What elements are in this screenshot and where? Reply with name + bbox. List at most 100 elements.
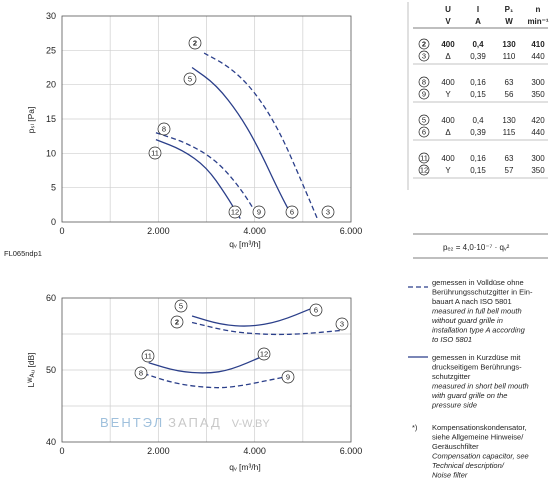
svg-text:130: 130: [502, 40, 516, 49]
legend-solid-text: schutzgitter: [432, 372, 471, 381]
y-tick-label: 10: [46, 148, 56, 158]
x-tick-label: 4.000: [243, 446, 266, 456]
table-row: 9 Y 0,15 56 350: [418, 88, 545, 100]
legend-note-text-en: Technical description/: [432, 461, 505, 470]
series-line-8-9: [143, 372, 284, 389]
x-tick-label: 4.000: [243, 226, 266, 236]
svg-text:12: 12: [260, 350, 268, 359]
table-unit: W: [505, 17, 513, 26]
y-tick-label: 20: [46, 80, 56, 90]
series-line-2: [203, 52, 318, 219]
y-tick-label: 5: [51, 183, 56, 193]
noise-chart-frame: [61, 297, 352, 443]
curve-marker-12: 12: [257, 347, 271, 361]
curve-marker-6: 6: [285, 205, 299, 219]
legend-dashed-text-en: without guard grille in: [432, 316, 503, 325]
x-tick-label: 6.000: [340, 446, 363, 456]
svg-text:400: 400: [441, 116, 455, 125]
legend-dashed-text-en: installation type A according: [432, 326, 526, 335]
watermark-part1: ВЕНТЭЛ: [100, 415, 164, 430]
svg-text:350: 350: [531, 90, 545, 99]
x-tick-label: 0: [59, 226, 64, 236]
x-tick-label: 0: [59, 446, 64, 456]
table-row: 6 Δ 0,39 115 440: [418, 126, 545, 138]
series-line-5: [191, 66, 294, 219]
svg-text:9: 9: [286, 373, 290, 382]
curve-marker-11: 11: [141, 349, 155, 363]
svg-text:410: 410: [531, 40, 545, 49]
formula-box: pₑ₂ = 4,0·10⁻⁷ · qᵥ²: [413, 233, 548, 259]
formula-text: pₑ₂ = 4,0·10⁻⁷ · qᵥ²: [443, 243, 510, 252]
svg-text:115: 115: [503, 128, 516, 137]
svg-text:12: 12: [420, 166, 428, 175]
svg-text:63: 63: [505, 154, 514, 163]
svg-text:3: 3: [326, 208, 330, 217]
table-row: 5 400 0,4 130 420: [418, 114, 545, 126]
curve-marker-2: 2: [188, 36, 202, 50]
svg-text:420: 420: [531, 116, 545, 125]
svg-text:6: 6: [314, 306, 318, 315]
table-row: 3 Δ 0,39 110 440: [418, 50, 545, 62]
curve-marker-5: 5: [174, 299, 188, 313]
noise-x-label: qᵥ [m³/h]: [229, 462, 261, 472]
svg-text:440: 440: [531, 52, 545, 61]
svg-text:8: 8: [422, 78, 426, 87]
table-header: U: [445, 5, 451, 14]
table-header: I: [477, 5, 479, 14]
svg-text:2: 2: [422, 40, 426, 49]
svg-text:5: 5: [422, 116, 426, 125]
svg-text:11: 11: [151, 149, 159, 158]
pressure-x-label: qᵥ [m³/h]: [229, 239, 261, 249]
x-tick-label: 6.000: [340, 226, 363, 236]
svg-text:440: 440: [531, 128, 545, 137]
svg-text:12: 12: [231, 208, 239, 217]
svg-text:110: 110: [503, 52, 516, 61]
curve-marker-9: 9: [281, 370, 295, 384]
series-line-11-12: [148, 355, 265, 374]
legend-note-mark: *): [412, 423, 418, 432]
watermark-part2: ЗАПАД: [168, 415, 222, 430]
curve-marker-12: 12: [228, 205, 242, 219]
curve-marker-11: 11: [148, 146, 162, 160]
y-tick-label: 0: [51, 217, 56, 227]
svg-text:Y: Y: [445, 166, 451, 175]
curve-marker-8: 8: [157, 122, 171, 136]
legend-note-text: Kompensationskondensator,: [432, 423, 527, 432]
svg-text:300: 300: [531, 154, 545, 163]
curve-marker-5: 5: [183, 72, 197, 86]
curve-marker-2: 2: [170, 315, 184, 329]
svg-text:6: 6: [422, 128, 426, 137]
svg-text:9: 9: [422, 90, 426, 99]
svg-text:0,39: 0,39: [470, 128, 486, 137]
svg-text:0,16: 0,16: [470, 78, 486, 87]
legend-solid-text-en: with guard grille on the: [432, 391, 507, 400]
svg-text:Δ: Δ: [445, 52, 451, 61]
curve-marker-8: 8: [134, 366, 148, 380]
legend: *) gemessen in Volldüse ohneBerührungssc…: [408, 278, 533, 480]
watermark-part3: V-W.BY: [232, 418, 271, 430]
svg-text:5: 5: [179, 302, 183, 311]
chart-code: FL065ndp1: [4, 249, 42, 258]
y-tick-label: 60: [46, 293, 56, 303]
x-tick-label: 2.000: [147, 446, 170, 456]
curve-marker-9: 9: [252, 205, 266, 219]
svg-text:56: 56: [505, 90, 514, 99]
table-row: 11 400 0,16 63 300: [418, 152, 545, 164]
svg-text:400: 400: [441, 40, 455, 49]
legend-solid-text-en: measured in short bell mouth: [432, 382, 529, 391]
svg-text:63: 63: [505, 78, 514, 87]
svg-text:130: 130: [502, 116, 516, 125]
svg-text:0,4: 0,4: [472, 116, 484, 125]
y-tick-label: 50: [46, 365, 56, 375]
table-unit: V: [445, 17, 451, 26]
x-tick-label: 2.000: [147, 226, 170, 236]
curve-marker-3: 3: [321, 205, 335, 219]
svg-text:0,16: 0,16: [470, 154, 486, 163]
svg-text:0,39: 0,39: [470, 52, 486, 61]
noise-y-label: Lᵂᴀᵤ [dB]: [26, 353, 36, 388]
curve-marker-3: 3: [335, 317, 349, 331]
svg-text:11: 11: [420, 154, 428, 163]
